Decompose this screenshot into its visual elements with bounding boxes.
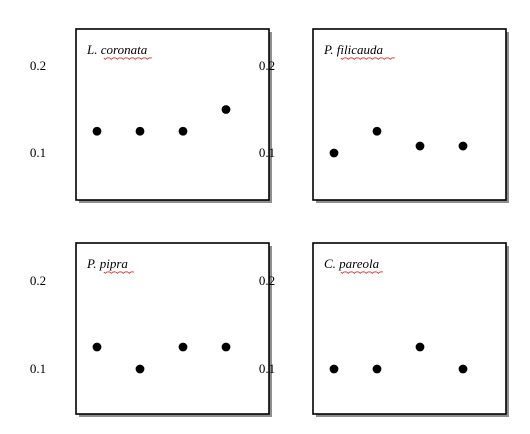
data-point: [329, 148, 339, 158]
data-point: [221, 342, 231, 352]
data-point: [92, 126, 102, 136]
y-tick-label: 0.2: [30, 273, 46, 288]
panel-3: 0.2 0.1 P. pipra: [30, 242, 272, 417]
y-tick-label: 0.2: [259, 58, 275, 73]
y-tick-label: 0.2: [30, 58, 46, 73]
data-point: [372, 364, 382, 374]
panel-1: 0.2 0.1 L. coronata: [30, 28, 272, 203]
panel-title: L. coronata: [86, 42, 148, 57]
panel-2: 0.2 0.1 P. filicauda: [259, 28, 509, 203]
data-point: [221, 105, 231, 114]
data-point: [458, 141, 468, 151]
data-point: [372, 126, 382, 136]
data-point: [92, 342, 102, 352]
y-tick-label: 0.1: [259, 145, 275, 160]
data-point: [178, 342, 188, 352]
panel-title: C. pareola: [324, 256, 380, 271]
data-point: [135, 364, 145, 374]
data-point: [178, 126, 188, 136]
data-point: [135, 126, 145, 136]
panel-4: 0.2 0.1 C. pareola: [259, 242, 509, 417]
y-tick-label: 0.1: [259, 361, 275, 376]
data-point: [415, 342, 425, 352]
spellcheck-underline: [103, 57, 152, 60]
y-tick-label: 0.2: [259, 273, 275, 288]
spellcheck-underline: [103, 271, 134, 274]
spellcheck-underline: [340, 271, 383, 274]
panel-title: P. pipra: [86, 256, 128, 271]
y-tick-label: 0.1: [30, 361, 46, 376]
y-tick-label: 0.1: [30, 145, 46, 160]
data-point: [458, 364, 468, 374]
data-point: [329, 364, 339, 374]
spellcheck-underline: [340, 57, 395, 60]
panel-title: P. filicauda: [323, 42, 383, 57]
data-point: [415, 141, 425, 151]
